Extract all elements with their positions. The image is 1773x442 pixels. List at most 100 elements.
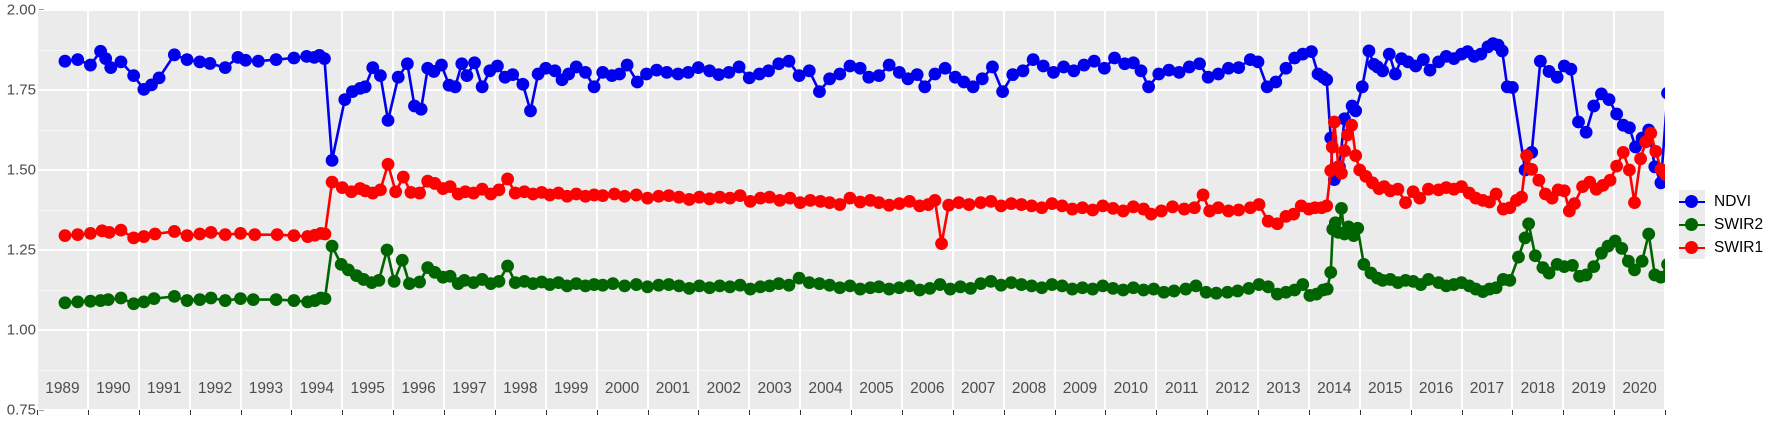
data-point (1602, 93, 1616, 106)
data-point (1077, 58, 1091, 72)
gridline-minor-horizontal (37, 129, 1665, 131)
data-point (833, 198, 847, 211)
data-point (903, 279, 916, 293)
data-point (984, 194, 998, 208)
data-point (524, 104, 537, 118)
data-point (1188, 201, 1201, 215)
data-point (380, 243, 394, 257)
data-point (1025, 279, 1039, 293)
x-axis-tick-mark (444, 410, 445, 415)
data-point (248, 228, 262, 242)
data-point (596, 189, 610, 203)
x-axis-tick-mark (1105, 410, 1107, 415)
data-point (984, 274, 998, 288)
x-axis-tick-mark (1054, 410, 1056, 415)
data-point (691, 61, 705, 74)
data-point (692, 279, 706, 293)
x-axis-tick-mark (393, 410, 395, 415)
data-point (1015, 278, 1028, 291)
data-point (374, 183, 387, 197)
data-point (1015, 198, 1028, 211)
gridline-major-horizontal (37, 10, 1665, 11)
data-point (1035, 281, 1049, 295)
data-point (579, 66, 592, 79)
data-point (713, 279, 727, 293)
data-point (641, 191, 654, 205)
data-point (1512, 250, 1525, 264)
data-point (833, 67, 847, 81)
data-point (672, 190, 686, 204)
data-point (1416, 53, 1430, 66)
data-point (1628, 263, 1641, 277)
data-point (802, 276, 816, 290)
data-point (872, 69, 886, 82)
data-point (413, 275, 426, 289)
data-point (1087, 54, 1101, 68)
data-point (1126, 200, 1140, 214)
data-point (813, 85, 826, 98)
y-axis-tick-label: 0.75 (6, 401, 36, 419)
data-point (1055, 199, 1069, 213)
data-point (606, 277, 620, 290)
data-point (853, 282, 867, 296)
data-point (269, 293, 283, 306)
data-point (1661, 87, 1665, 100)
data-point (443, 269, 457, 283)
x-axis-tick-mark (1461, 410, 1463, 415)
data-point (862, 70, 876, 84)
x-axis-tick-mark (1258, 410, 1259, 415)
legend-item-swir2[interactable]: SWIR2 (1679, 213, 1773, 236)
data-point (381, 157, 395, 171)
data-point (234, 226, 247, 240)
data-point (1154, 204, 1168, 218)
legend-item-swir1[interactable]: SWIR1 (1679, 236, 1773, 259)
data-point (1572, 115, 1585, 129)
data-point (1413, 191, 1427, 205)
data-point (892, 197, 906, 211)
data-point (389, 185, 403, 199)
data-point (892, 281, 906, 295)
x-axis-tick-mark (291, 410, 293, 415)
legend-key-swatch (1679, 190, 1705, 213)
data-point (84, 294, 97, 308)
data-point (1222, 204, 1235, 218)
data-point (180, 294, 194, 307)
data-point (923, 282, 937, 295)
legend-key-swatch (1679, 213, 1705, 236)
data-point (1199, 285, 1213, 299)
data-point (325, 239, 339, 253)
data-point (443, 180, 457, 194)
data-point (1635, 254, 1649, 268)
x-axis-ticks (37, 410, 1666, 418)
data-point (1642, 227, 1656, 241)
data-point (1134, 64, 1148, 78)
data-point (137, 230, 151, 243)
data-point (823, 278, 837, 292)
data-point (1126, 56, 1140, 70)
data-point (1550, 70, 1564, 84)
data-point (318, 227, 332, 241)
data-point (413, 186, 426, 200)
data-point (127, 297, 141, 311)
x-axis-tick-mark (1410, 410, 1412, 415)
data-point (1518, 231, 1532, 245)
data-point (1166, 200, 1179, 214)
data-point (1532, 173, 1546, 187)
data-point (743, 282, 757, 296)
data-point (918, 80, 932, 94)
x-axis-tick-mark (952, 410, 954, 415)
gridline-major-horizontal (37, 89, 1665, 91)
data-point (1096, 199, 1110, 213)
data-point (660, 66, 674, 79)
data-point (1325, 140, 1339, 154)
data-point (630, 75, 644, 89)
legend-item-ndvi[interactable]: NDVI (1679, 190, 1773, 213)
data-point (1520, 149, 1534, 163)
data-point (641, 280, 654, 294)
data-point (338, 93, 352, 106)
legend-item-label: SWIR1 (1714, 238, 1764, 256)
data-point (147, 292, 161, 306)
data-point (84, 226, 97, 240)
data-point (1065, 202, 1079, 216)
